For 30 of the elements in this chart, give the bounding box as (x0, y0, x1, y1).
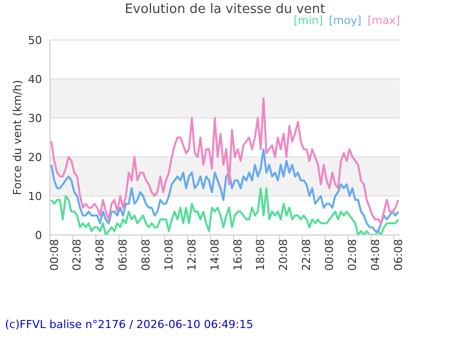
x-tick-label: 04:08 (94, 239, 107, 271)
x-tick-label: 04:08 (368, 239, 382, 271)
chart-title: Evolution de la vitesse du vent (124, 2, 326, 17)
y-axis-title: Force du vent (km/h) (10, 80, 24, 196)
y-tick-label: 20 (28, 150, 42, 164)
line-series (50, 98, 400, 224)
x-tick-label: 20:08 (277, 239, 290, 271)
x-tick-label: 00:08 (48, 239, 61, 271)
text: [min] (294, 14, 323, 27)
text: [max] (367, 14, 400, 27)
x-tick-label: 06:08 (392, 239, 405, 271)
x-tick-label: 00:08 (323, 239, 336, 271)
text: (c)FFVL balise n°2176 / 2026-06-10 06:49:15 (5, 318, 254, 331)
x-tick-label: 14:08 (208, 239, 222, 271)
x-tick-label: 18:08 (254, 239, 268, 271)
x-tick-label: 22:08 (300, 239, 314, 271)
y-tick-label: 30 (28, 112, 42, 125)
x-tick-label: 16:08 (231, 239, 244, 271)
y-tick-label: 40 (28, 72, 42, 86)
x-tick-label: 02:08 (346, 239, 360, 271)
x-tick-label: 10:08 (162, 239, 176, 271)
x-tick-label: 12:08 (185, 239, 198, 271)
x-tick-label: 08:08 (140, 239, 153, 271)
line-series (50, 148, 400, 232)
text: [moy] (328, 14, 362, 27)
y-tick-label: 10 (28, 190, 42, 203)
y-tick-label: 50 (28, 34, 42, 47)
x-tick-label: 02:08 (70, 239, 84, 271)
x-tick-label: 06:08 (116, 239, 130, 271)
y-tick-label: 0 (35, 228, 42, 242)
